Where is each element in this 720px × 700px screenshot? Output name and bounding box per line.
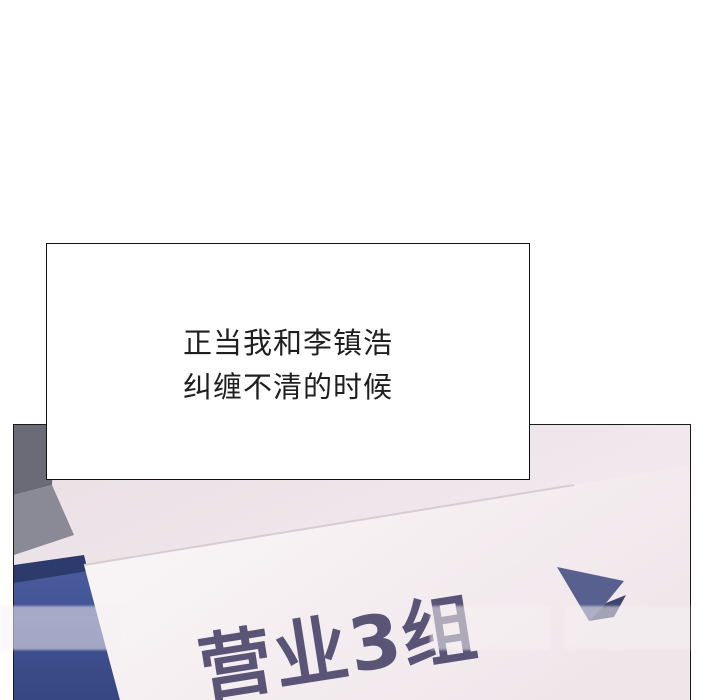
narration-line-2: 纠缠不清的时候 bbox=[182, 369, 393, 404]
narration-box: 正当我和李镇浩 纠缠不清的时候 bbox=[46, 243, 530, 480]
narration-line-1: 正当我和李镇浩 bbox=[182, 325, 393, 360]
watermark-blur-right bbox=[565, 606, 690, 650]
paper-clip-triangle bbox=[557, 567, 624, 621]
paper-edge-line bbox=[83, 484, 575, 566]
watermark-blur-left bbox=[0, 606, 120, 650]
dark-desk-corner bbox=[14, 425, 54, 495]
blue-folder-edge bbox=[14, 555, 88, 583]
desk-edge bbox=[14, 485, 74, 555]
watermark-blur-middle bbox=[430, 606, 550, 650]
